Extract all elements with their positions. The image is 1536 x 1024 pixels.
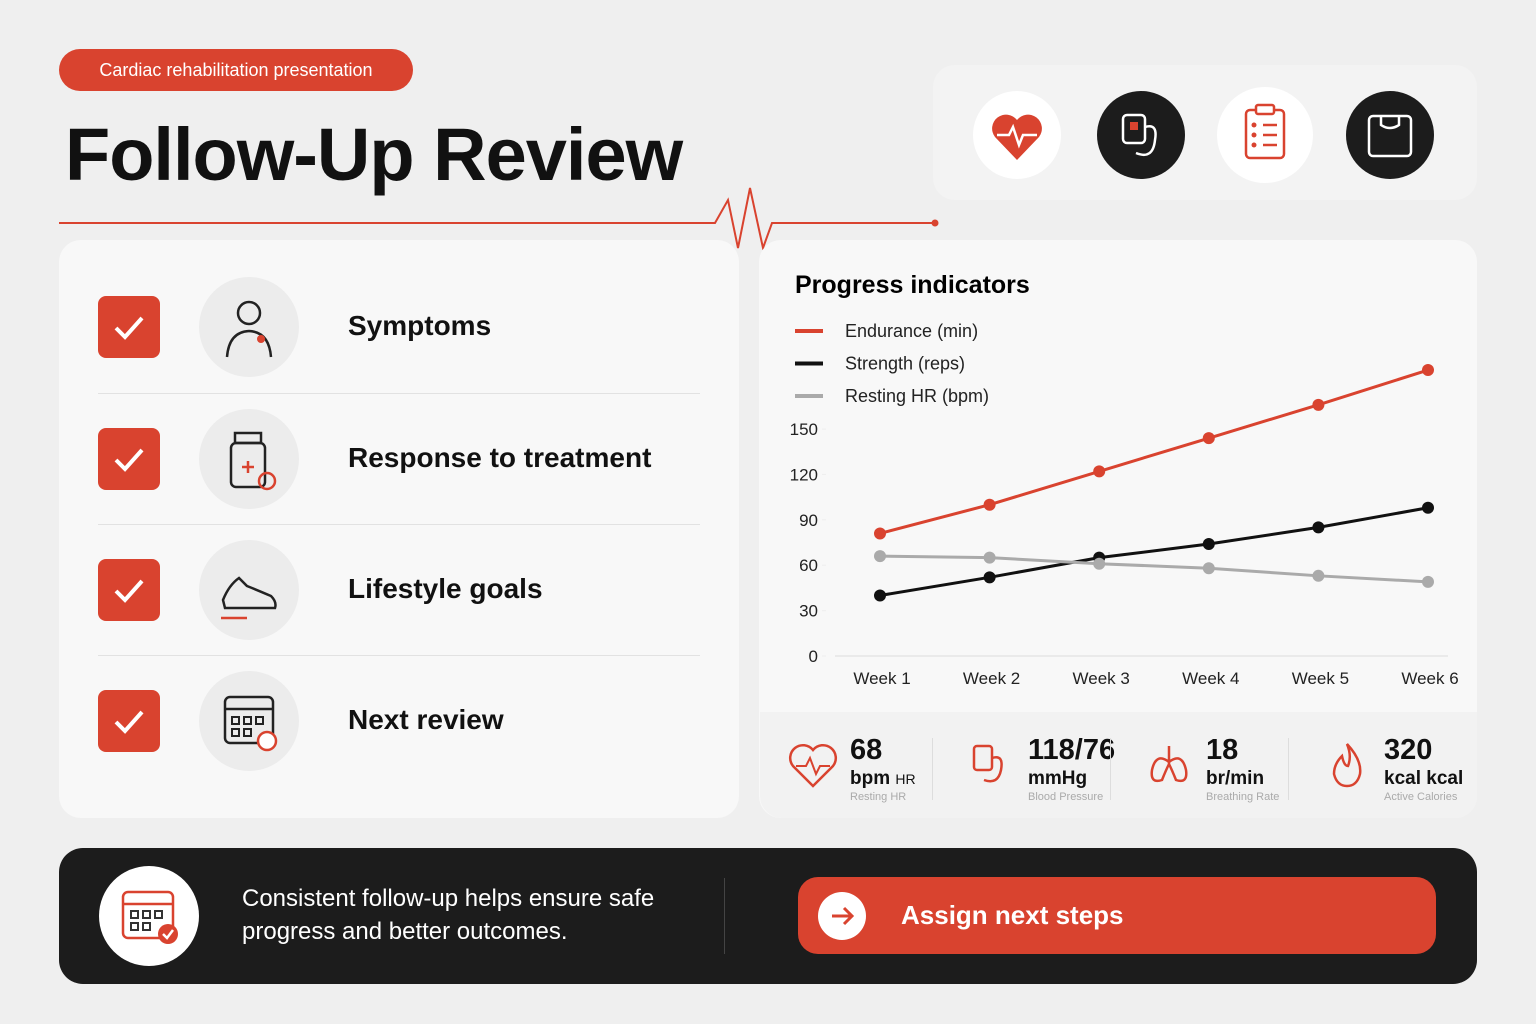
stat-unit: br/min [1206,768,1264,790]
stat-unit: kcal kcal [1384,768,1463,790]
legend-label: Strength (reps) [845,354,965,374]
item-icon [199,277,299,377]
y-tick-label: 150 [790,420,818,439]
data-point [1093,465,1106,478]
stat: 68 bpm HR Resting HR [760,732,938,812]
legend-label: Endurance (min) [845,321,978,341]
divider [1288,738,1289,800]
item-label: Lifestyle goals [348,573,543,604]
item-icon [199,540,299,640]
y-tick-label: 0 [809,647,818,666]
data-point [1312,521,1325,534]
x-tick-label: Week 5 [1292,669,1349,688]
data-point [874,550,886,563]
heartbeat-line [59,187,939,250]
footer-message: Consistent follow-up helps ensure safe p… [242,885,655,945]
stats-strip [760,712,1477,818]
data-point [1202,432,1215,445]
data-point [1312,398,1325,411]
data-point [1422,501,1434,514]
checkbox[interactable] [98,559,160,621]
tag: Cardiac rehabilitation presentation [59,49,413,91]
stat-value: 68 [850,734,883,766]
page-title: Follow-Up Review [65,113,683,196]
divider [98,393,700,394]
stat-unit: mmHg [1028,768,1087,790]
series-line [879,368,1429,535]
stat-unit-text: mmHg [1028,768,1088,789]
stat: 118/76 mmHg Blood Pressure [938,732,1116,812]
stat-label: Active Calories [1384,791,1458,803]
data-point [1312,569,1325,582]
stat-suffix: HR [895,771,916,787]
stat-value: 320 [1384,734,1433,766]
series-line [879,554,1429,584]
x-tick-label: Week 6 [1401,669,1458,688]
data-point [1422,575,1434,588]
stat: 320 kcal kcal Active Calories [1294,732,1472,812]
y-tick-label: 120 [790,465,818,484]
x-tick-label: Week 2 [963,669,1020,688]
checkbox[interactable] [98,296,160,358]
data-point [1093,557,1106,570]
checklist-card [59,240,739,818]
checkbox[interactable] [98,428,160,490]
x-tick-label: Week 4 [1182,669,1239,688]
data-point [983,551,996,564]
stat-value: 118/76 [1028,734,1116,766]
data-point [983,498,996,511]
stat-unit-text: bpm [850,768,891,789]
data-point [1202,538,1215,551]
divider [1110,738,1111,800]
data-point [1202,562,1215,575]
item-icon [199,409,299,509]
divider [932,738,933,800]
x-tick-label: Week 1 [853,669,910,688]
data-point [874,589,886,602]
stat-label: Blood Pressure [1028,791,1104,803]
calendar-icon [99,866,199,966]
data-point [874,527,886,540]
chart-title: Progress indicators [795,271,1030,299]
chart: Progress indicators 0 30 60 90 120 150 Week 1 W… [790,271,1459,688]
assign-button[interactable] [798,877,1436,954]
stat: 18 br/min Breathing Rate [1116,732,1294,812]
item-label: Next review [348,704,504,735]
legend-label: Resting HR (bpm) [845,386,989,406]
y-tick-label: 90 [799,511,818,530]
divider [98,655,700,656]
stat-value: 18 [1206,734,1239,766]
item-label: Symptoms [348,310,492,341]
data-point [983,571,996,584]
button-label[interactable]: Assign next steps [901,900,1124,930]
checkbox[interactable] [98,690,160,752]
stat-label: Breathing Rate [1206,791,1280,803]
y-tick-label: 30 [799,602,818,621]
item-icon [199,671,299,771]
series-line [879,506,1429,597]
item-label: Response to treatment [348,442,652,473]
divider [98,524,700,525]
stat-label: Resting HR [850,791,907,803]
y-tick-label: 60 [799,556,818,575]
divider [724,878,725,954]
stat-unit-text: kcal kcal [1384,768,1464,789]
stat-unit-text: br/min [1206,768,1265,789]
stat-unit: bpm HR [850,768,916,790]
data-point [1422,364,1434,377]
arrow-icon [818,892,866,940]
icons [973,87,1434,183]
x-tick-label: Week 3 [1073,669,1130,688]
